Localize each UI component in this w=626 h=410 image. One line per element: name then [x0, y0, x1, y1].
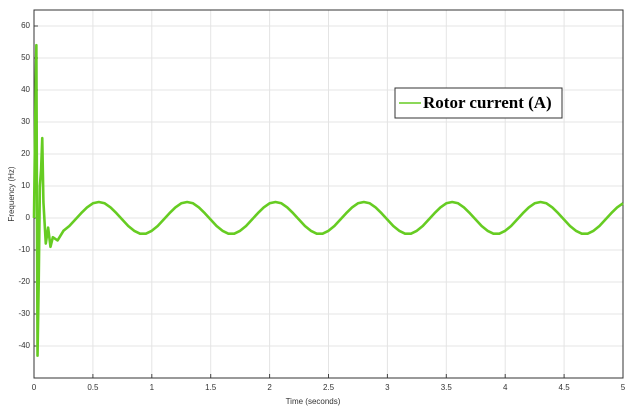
y-tick-label: -20: [18, 277, 30, 286]
legend: Rotor current (A): [394, 87, 563, 119]
data-line: [32, 43, 624, 357]
y-tick-label: 20: [21, 149, 30, 158]
y-tick-label: 0: [26, 213, 31, 222]
x-axis-title: Time (seconds): [286, 397, 341, 406]
x-tick-label: 4: [503, 383, 508, 392]
x-tick-label: 2.5: [323, 383, 335, 392]
y-tick-label: -30: [18, 309, 30, 318]
y-tick-label: 30: [21, 117, 30, 126]
x-tick-label: 3: [385, 383, 390, 392]
y-tick-label: -40: [18, 341, 30, 350]
y-tick-label: 40: [21, 85, 30, 94]
legend-box: [394, 87, 563, 119]
x-tick-label: 4.5: [559, 383, 571, 392]
x-tick-label: 0.5: [87, 383, 99, 392]
y-tick-label: 10: [21, 181, 30, 190]
y-axis-title: Frequency (Hz): [7, 166, 16, 221]
legend-label: Rotor current (A): [423, 93, 552, 112]
y-tick-label: 50: [21, 53, 30, 62]
y-tick-label: -10: [18, 245, 30, 254]
x-tick-label: 1.5: [205, 383, 217, 392]
x-tick-label: 1: [150, 383, 155, 392]
x-tick-label: 3.5: [441, 383, 453, 392]
x-tick-label: 2: [267, 383, 272, 392]
x-tick-label: 0: [32, 383, 37, 392]
x-tick-label: 5: [621, 383, 626, 392]
y-tick-label: 60: [21, 21, 30, 30]
